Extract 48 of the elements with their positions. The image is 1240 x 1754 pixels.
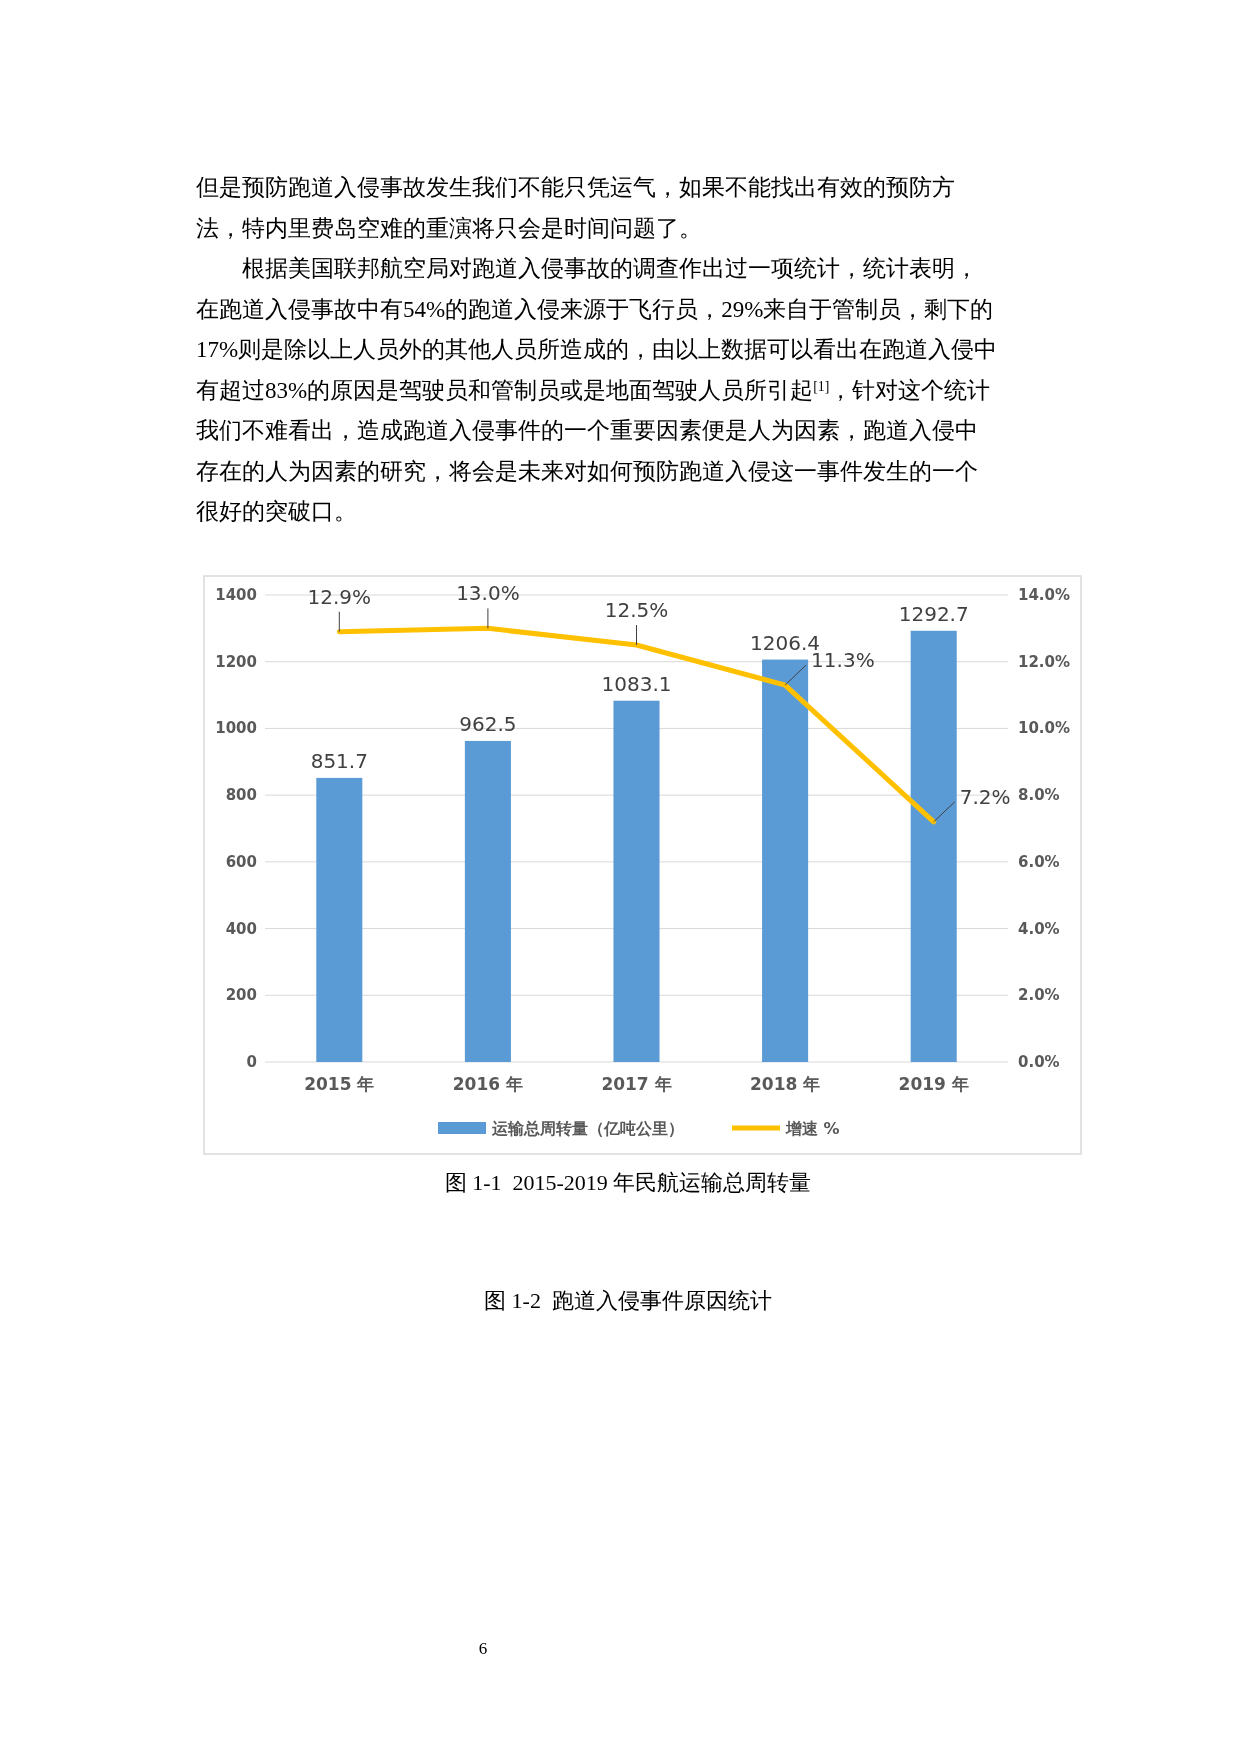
data-label: 12.9% [307, 584, 372, 609]
text: 6 [478, 1639, 488, 1658]
caption: 图 1-1 2015-2019 年民航运输总周转量 [444, 1170, 812, 1195]
y2-tick-label: 4.0% [1018, 919, 1060, 938]
bar [464, 740, 511, 1062]
y2-tick-label: 12.0% [1018, 652, 1071, 671]
y2-tick-label: 14.0% [1018, 586, 1071, 604]
caption: 图 1-2 跑道入侵事件原因统计 [484, 1288, 772, 1313]
data-label: 1292.7 [898, 601, 969, 626]
text: 17%则是除以上人员外的其他人员所造成的，由以上数据可以看出在跑道入侵中 [196, 337, 998, 362]
text: 我们不难看出，造成跑道入侵事件的一个重要因素便是人为因素，跑道入侵中 [196, 418, 978, 443]
y2-tick-label: 10.0% [1018, 719, 1071, 738]
bar [762, 659, 809, 1062]
text: 很好的突破口。 [196, 499, 357, 524]
y-tick-label: 0 [246, 1053, 257, 1071]
legend-label: 运输总周转量（亿吨公里） [491, 1119, 684, 1138]
x-tick-label: 2018 年 [749, 1074, 821, 1094]
x-tick-label: 2016 年 [452, 1074, 524, 1094]
y2-tick-label: 0.0% [1018, 1053, 1060, 1071]
y-tick-label: 400 [225, 919, 257, 938]
text: 存在的人为因素的研究，将会是未来对如何预防跑道入侵这一事件发生的一个 [196, 458, 978, 484]
y2-tick-label: 2.0% [1018, 986, 1060, 1005]
data-label: 12.5% [604, 598, 669, 623]
y-tick-label: 1000 [215, 719, 257, 738]
y-tick-label: 1400 [215, 586, 257, 604]
bar [910, 630, 957, 1062]
text: 在跑道入侵事故中有54%的跑道入侵来源于飞行员，29%来自于管制员，剩下的 [196, 296, 994, 322]
y2-tick-label: 6.0% [1018, 852, 1060, 871]
y-tick-label: 600 [225, 852, 257, 871]
data-label: 962.5 [459, 711, 517, 736]
x-tick-label: 2015 年 [304, 1074, 375, 1094]
text: 有超过83%的原因是驾驶员和管制员或是地面驾驶人员所引起$^{[1]}$，针对这个统计 [196, 377, 991, 403]
text: 但是预防跑道入侵事故发生我们不能只凭运气，如果不能找出有效的预防方 [196, 175, 955, 200]
y-tick-label: 800 [225, 786, 257, 805]
x-tick-label: 2017 年 [601, 1074, 672, 1094]
bar [613, 700, 660, 1062]
y-tick-label: 200 [225, 986, 257, 1005]
data-label: 7.2% [959, 784, 1011, 809]
legend-label: 增速 % [785, 1119, 840, 1138]
data-label: 13.0% [456, 581, 520, 606]
y-tick-label: 1200 [215, 652, 257, 671]
bar [316, 777, 363, 1062]
x-tick-label: 2019 年 [898, 1074, 969, 1094]
text: 法，特内里费岛空难的重演将只会是时间问题了。 [196, 215, 702, 241]
y2-tick-label: 8.0% [1018, 786, 1060, 805]
data-label: 1083.1 [601, 671, 672, 696]
text: 根据美国联邦航空局对跑道入侵事故的调查作出过一项统计，统计表明， [196, 256, 978, 281]
data-label: 851.7 [310, 748, 368, 773]
